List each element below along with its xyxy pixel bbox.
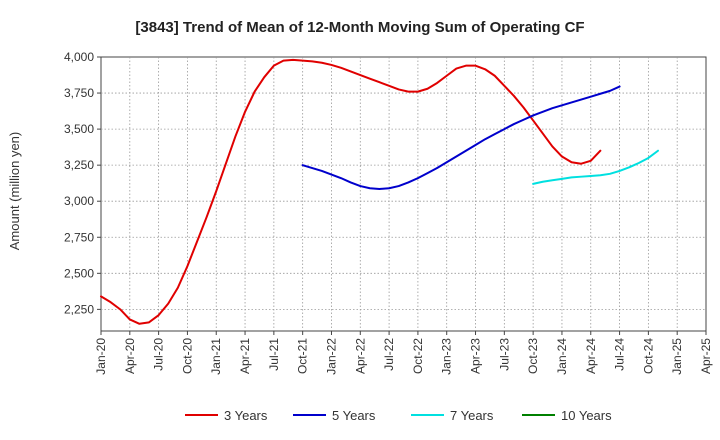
x-tick-label: Jan-24 [555,338,569,375]
x-tick-label: Jul-21 [267,338,281,371]
x-tick-label: Jan-25 [670,338,684,375]
legend-label-3-years: 3 Years [224,408,268,423]
x-tick-label: Oct-24 [641,338,655,374]
x-tick-label: Jan-23 [440,338,454,375]
x-tick-label: Oct-23 [526,338,540,374]
series-line-7-years [532,149,659,185]
x-tick-label: Apr-23 [469,338,483,374]
legend-label-10-years: 10 Years [561,408,612,423]
legend: 3 Years 5 Years 7 Years 10 Years [185,408,612,423]
legend-label-5-years: 5 Years [332,408,376,423]
x-tick-label: Apr-24 [584,338,598,374]
y-tick-label: 2,500 [64,266,94,280]
x-tick-label: Jul-24 [613,338,627,371]
y-tick-label: 3,250 [64,158,94,172]
plot-area [100,56,707,332]
y-tick-label: 3,500 [64,122,94,136]
x-tick-label: Jan-22 [324,338,338,375]
series-line-5-years [301,85,621,190]
y-axis: 2,250 2,500 2,750 3,000 3,250 3,500 3,750 4,000 [64,50,101,316]
x-tick-label: Oct-22 [411,338,425,374]
y-axis-label: Amount (million yen) [7,132,22,251]
x-tick-label: Jan-20 [94,338,108,375]
x-tick-label: Oct-20 [180,338,194,374]
y-tick-label: 3,000 [64,194,94,208]
x-tick-label: Apr-22 [353,338,367,374]
series-line-3-years [100,58,602,325]
x-tick-label: Jul-20 [152,338,166,371]
x-tick-label: Oct-21 [296,338,310,374]
chart-title: [3843] Trend of Mean of 12-Month Moving … [135,19,584,36]
x-tick-label: Jan-21 [209,338,223,375]
legend-label-7-years: 7 Years [450,408,494,423]
series-lines [100,58,659,325]
x-axis: Jan-20 Apr-20 Jul-20 Oct-20 Jan-21 Apr-21 Jul-… [94,331,713,375]
y-tick-label: 2,750 [64,230,94,244]
y-tick-label: 3,750 [64,86,94,100]
x-tick-label: Jul-22 [382,338,396,371]
x-tick-label: Apr-20 [123,338,137,374]
y-tick-label: 2,250 [64,302,94,316]
x-tick-label: Jul-23 [497,338,511,371]
x-tick-label: Apr-25 [699,338,713,374]
plot-frame [100,56,707,332]
x-tick-label: Apr-21 [238,338,252,374]
y-tick-label: 4,000 [64,50,94,64]
